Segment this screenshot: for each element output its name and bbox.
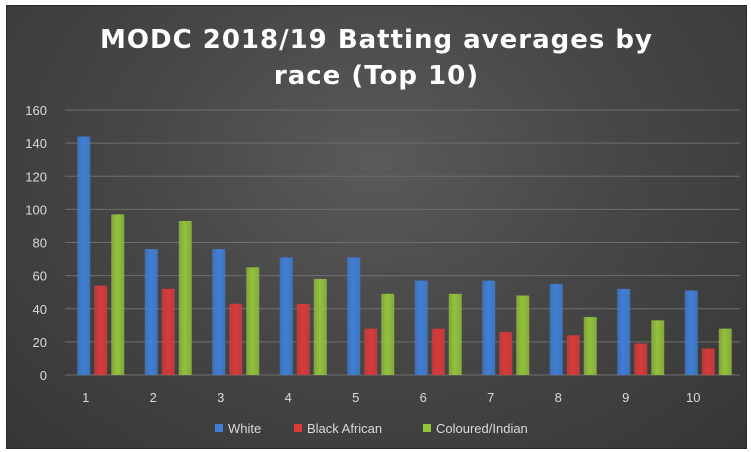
bar-coloured-indian-3 bbox=[246, 267, 260, 375]
x-tick-label: 7 bbox=[487, 390, 494, 405]
bar-coloured-indian-7 bbox=[516, 295, 530, 375]
bar-white-4 bbox=[279, 257, 293, 375]
legend-swatch-white bbox=[215, 424, 223, 432]
bar-coloured-indian-9 bbox=[651, 320, 665, 375]
y-tick-label: 60 bbox=[33, 269, 47, 284]
y-tick-label: 160 bbox=[25, 103, 47, 118]
bar-black-african-3 bbox=[229, 303, 243, 375]
y-tick-label: 20 bbox=[33, 335, 47, 350]
chart-title: MODC 2018/19 Batting averages by race (T… bbox=[7, 22, 746, 94]
bar-chart-svg: 0 20 40 60 80 100 120 140 160 1 2 3 4 5 6 7 8 9 10 White Bla… bbox=[25, 103, 740, 436]
x-tick-label: 9 bbox=[622, 390, 629, 405]
bar-black-african-5 bbox=[364, 328, 378, 375]
legend-label: White bbox=[228, 421, 261, 436]
bar-coloured-indian-5 bbox=[381, 293, 395, 375]
x-tick-label: 6 bbox=[420, 390, 427, 405]
bar-black-african-7 bbox=[499, 331, 513, 375]
chart-area: MODC 2018/19 Batting averages by race (T… bbox=[6, 5, 747, 449]
bar-white-5 bbox=[347, 257, 361, 375]
x-tick-label: 3 bbox=[217, 390, 224, 405]
y-tick-label: 140 bbox=[25, 136, 47, 151]
y-tick-label: 80 bbox=[33, 236, 47, 251]
x-tick-label: 2 bbox=[150, 390, 157, 405]
chart-title-line-1: MODC 2018/19 Batting averages by bbox=[100, 25, 653, 55]
x-tick-label: 5 bbox=[352, 390, 359, 405]
bar-coloured-indian-8 bbox=[583, 317, 597, 375]
bar-white-9 bbox=[617, 288, 631, 375]
x-tick-label: 8 bbox=[555, 390, 562, 405]
bar-coloured-indian-2 bbox=[178, 220, 192, 375]
y-tick-label: 100 bbox=[25, 202, 47, 217]
bar-black-african-10 bbox=[701, 348, 715, 375]
bar-white-2 bbox=[144, 249, 158, 375]
bar-coloured-indian-1 bbox=[111, 214, 125, 375]
bar-black-african-8 bbox=[566, 335, 580, 375]
x-tick-label: 4 bbox=[285, 390, 292, 405]
bar-black-african-4 bbox=[296, 303, 310, 375]
bar-black-african-2 bbox=[161, 288, 175, 375]
chart-title-line-2: race (Top 10) bbox=[273, 61, 480, 91]
legend-label: Coloured/Indian bbox=[436, 421, 528, 436]
legend-label: Black African bbox=[307, 421, 382, 436]
bar-white-8 bbox=[549, 283, 563, 375]
legend-swatch-black-african bbox=[294, 424, 302, 432]
bar-white-10 bbox=[684, 290, 698, 375]
x-tick-label: 10 bbox=[686, 390, 700, 405]
bar-black-african-6 bbox=[431, 328, 445, 375]
bar-black-african-9 bbox=[634, 343, 648, 375]
bar-white-1 bbox=[77, 136, 91, 375]
bar-coloured-indian-6 bbox=[448, 293, 462, 375]
bar-white-6 bbox=[414, 280, 428, 375]
bar-coloured-indian-4 bbox=[313, 278, 327, 375]
y-tick-label: 40 bbox=[33, 302, 47, 317]
x-tick-label: 1 bbox=[82, 390, 89, 405]
bar-white-7 bbox=[482, 280, 496, 375]
y-tick-label: 0 bbox=[40, 368, 47, 383]
bar-white-3 bbox=[212, 249, 226, 375]
bar-black-african-1 bbox=[94, 285, 108, 375]
bar-coloured-indian-10 bbox=[718, 328, 732, 375]
legend-swatch-coloured-indian bbox=[423, 424, 431, 432]
y-tick-label: 120 bbox=[25, 169, 47, 184]
